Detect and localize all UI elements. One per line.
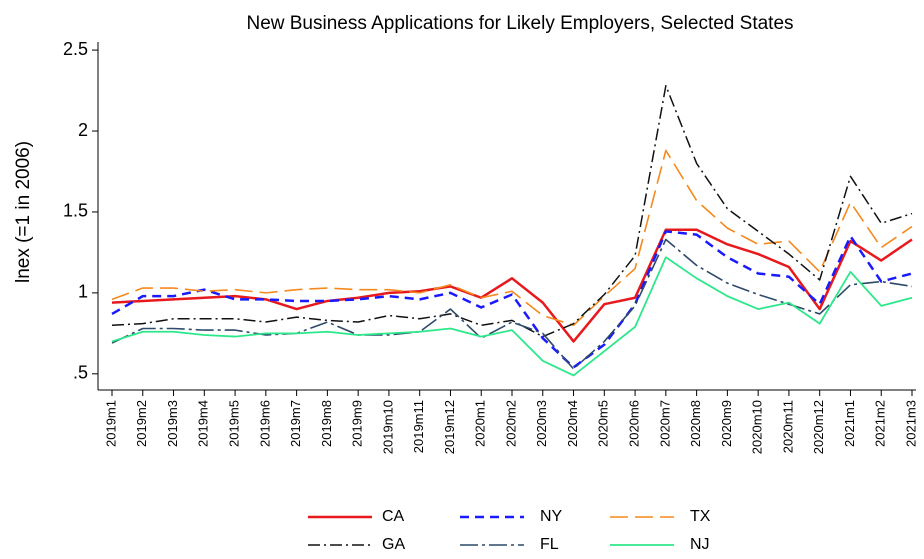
y-tick-label: 2.5 <box>63 39 88 59</box>
x-tick-label: 2020m9 <box>719 400 734 447</box>
legend-label: TX <box>690 508 711 525</box>
x-tick-label: 2019m3 <box>165 400 180 447</box>
series-line <box>111 230 913 369</box>
legend-label: NJ <box>690 536 710 553</box>
x-tick-label: 2020m6 <box>627 400 642 447</box>
y-axis-label: lnex (=1 in 2006) <box>13 141 34 283</box>
x-tick-label: 2021m3 <box>903 400 918 447</box>
legend-label: FL <box>540 536 559 553</box>
y-tick-label: .5 <box>73 363 88 383</box>
y-tick-label: 1.5 <box>63 201 88 221</box>
x-tick-label: 2020m12 <box>811 400 826 454</box>
series-line <box>111 228 913 343</box>
x-tick-label: 2019m2 <box>134 400 149 447</box>
y-tick-label: 2 <box>78 120 88 140</box>
x-tick-label: 2020m8 <box>688 400 703 447</box>
legend-label: NY <box>540 508 563 525</box>
x-tick-label: 2019m6 <box>257 400 272 447</box>
legend-label: GA <box>382 536 405 553</box>
series-line <box>111 256 913 377</box>
x-tick-label: 2020m10 <box>750 400 765 454</box>
x-tick-label: 2020m7 <box>657 400 672 447</box>
y-tick-label: 1 <box>78 282 88 302</box>
x-tick-label: 2019m5 <box>227 400 242 447</box>
x-tick-label: 2020m11 <box>780 400 795 453</box>
x-tick-label: 2019m7 <box>288 400 303 447</box>
x-tick-label: 2020m1 <box>473 400 488 447</box>
x-tick-label: 2019m12 <box>442 400 457 454</box>
x-tick-label: 2021m2 <box>873 400 888 447</box>
x-tick-label: 2020m2 <box>503 400 518 447</box>
x-tick-label: 2019m11 <box>411 400 426 453</box>
chart-title: New Business Applications for Likely Emp… <box>246 13 793 34</box>
series-line <box>111 149 913 327</box>
x-tick-label: 2020m4 <box>565 400 580 447</box>
x-tick-label: 2021m1 <box>842 400 857 447</box>
series-line <box>111 84 913 338</box>
x-tick-label: 2019m9 <box>350 400 365 447</box>
x-tick-label: 2019m4 <box>196 400 211 447</box>
x-tick-label: 2019m10 <box>380 400 395 454</box>
x-tick-label: 2019m8 <box>319 400 334 447</box>
x-tick-label: 2020m5 <box>596 400 611 447</box>
legend-label: CA <box>382 508 405 525</box>
x-tick-label: 2020m3 <box>534 400 549 447</box>
x-tick-label: 2019m1 <box>103 400 118 447</box>
